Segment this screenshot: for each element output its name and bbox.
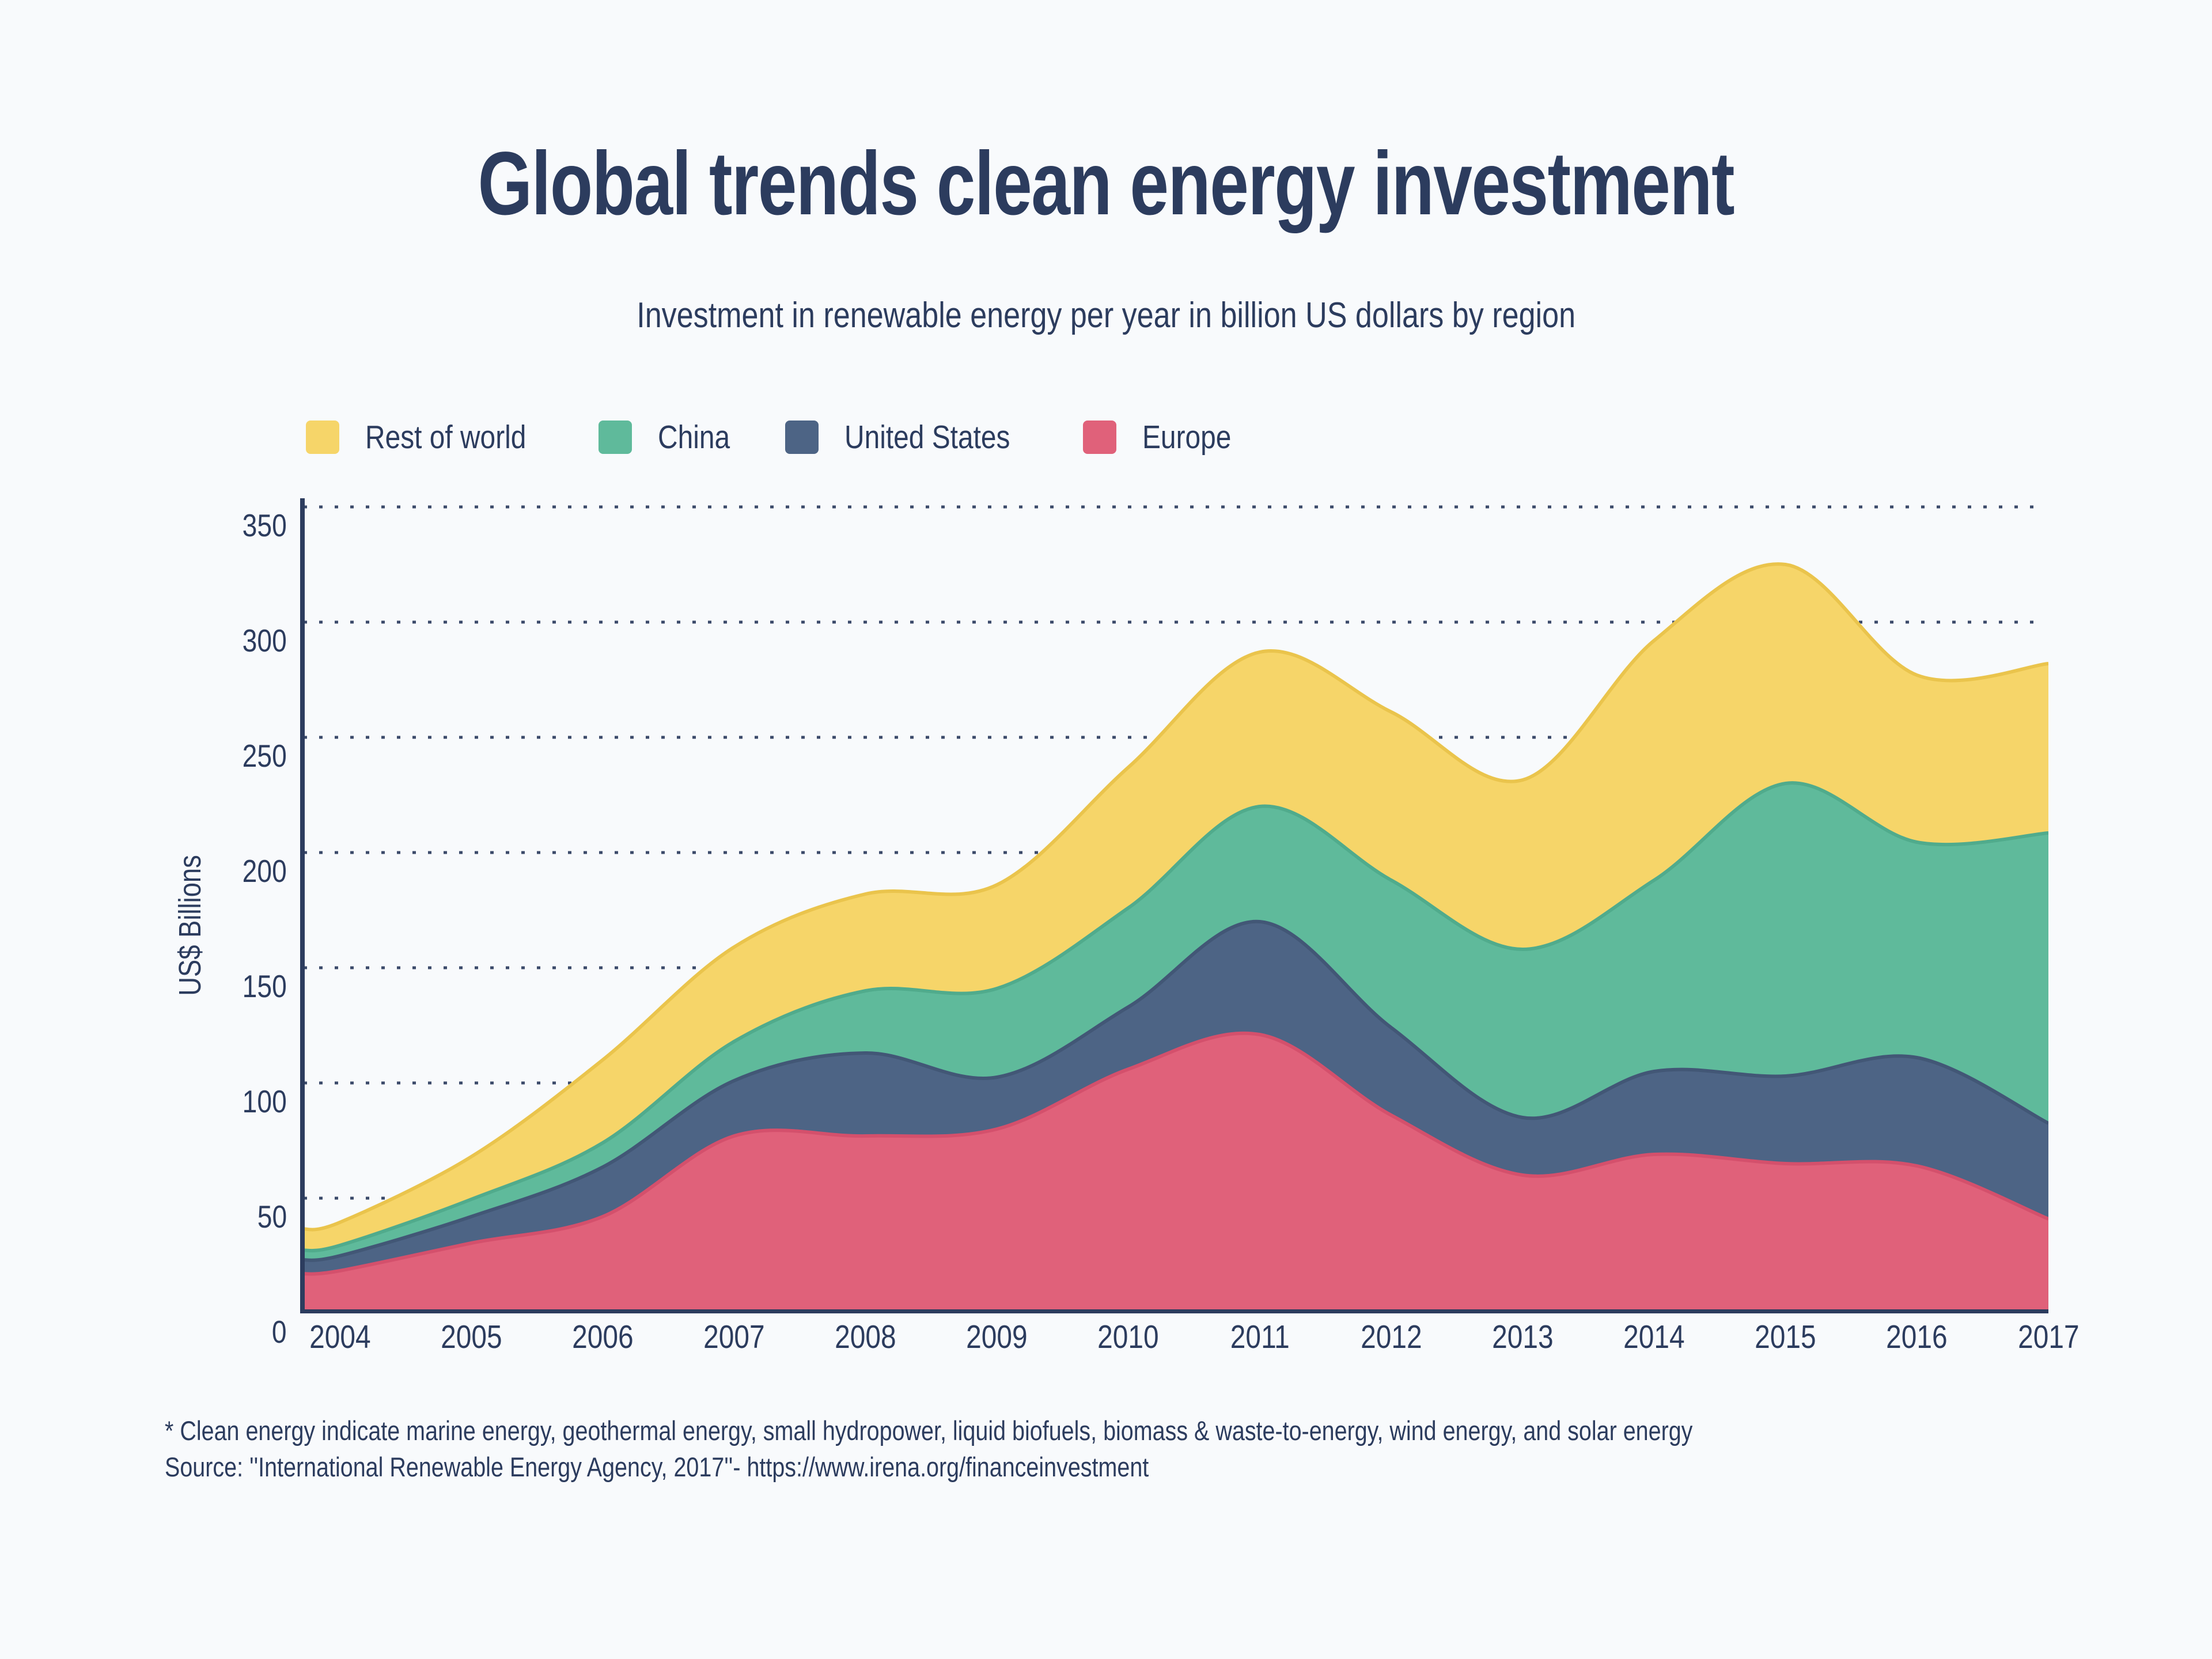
y-tick-150: 150 bbox=[242, 968, 287, 1004]
legend-label: United States bbox=[844, 419, 1010, 456]
legend-item-china: China bbox=[598, 419, 744, 456]
area-europe bbox=[300, 1033, 2048, 1313]
page-title: Global trends clean energy investment bbox=[478, 134, 1735, 234]
legend-swatch-icon bbox=[598, 421, 632, 454]
legend-label: Europe bbox=[1142, 419, 1232, 456]
legend-swatch-icon bbox=[306, 421, 339, 454]
x-tick-2010: 2010 bbox=[1097, 1319, 1160, 1355]
legend-label: Rest of world bbox=[365, 419, 527, 456]
x-tick-2017: 2017 bbox=[2017, 1319, 2080, 1355]
y-tick-0: 0 bbox=[272, 1314, 287, 1350]
y-tick-200: 200 bbox=[242, 853, 287, 889]
area-edge-europe bbox=[300, 1031, 2048, 1276]
y-tick-300: 300 bbox=[242, 623, 287, 658]
legend-item-united-states: United States bbox=[785, 421, 1041, 454]
subtitle-wrap: Investment in renewable energy per year … bbox=[0, 295, 2212, 336]
x-tick-2008: 2008 bbox=[835, 1319, 896, 1355]
legend-swatch-icon bbox=[785, 421, 819, 454]
footnote-line-2: Source: ''International Renewable Energy… bbox=[165, 1452, 1149, 1482]
y-axis-label-wrap: US$ Billions bbox=[172, 804, 208, 1046]
x-tick-2012: 2012 bbox=[1360, 1319, 1422, 1355]
page-subtitle: Investment in renewable energy per year … bbox=[637, 296, 1575, 335]
legend-item-europe: Europe bbox=[1082, 419, 1248, 456]
legend-label: China bbox=[657, 419, 730, 456]
x-tick-2004: 2004 bbox=[309, 1319, 371, 1355]
x-tick-2015: 2015 bbox=[1755, 1319, 1816, 1355]
x-tick-2007: 2007 bbox=[703, 1319, 765, 1355]
legend-swatch-icon bbox=[1082, 421, 1116, 454]
y-tick-100: 100 bbox=[242, 1084, 287, 1119]
y-axis-line bbox=[300, 498, 305, 1313]
x-tick-2011: 2011 bbox=[1230, 1319, 1290, 1355]
x-tick-2014: 2014 bbox=[1623, 1319, 1685, 1355]
x-tick-2006: 2006 bbox=[572, 1319, 634, 1355]
x-tick-2009: 2009 bbox=[966, 1319, 1028, 1355]
footnotes: * Clean energy indicate marine energy, g… bbox=[165, 1412, 1984, 1485]
y-tick-50: 50 bbox=[257, 1199, 287, 1234]
y-tick-250: 250 bbox=[242, 738, 287, 774]
area-edge-china bbox=[300, 781, 2048, 1253]
x-tick-2013: 2013 bbox=[1492, 1319, 1554, 1355]
area-edge-rest-of-world bbox=[300, 562, 2048, 1232]
x-axis-line bbox=[300, 1309, 2048, 1313]
x-tick-2016: 2016 bbox=[1886, 1319, 1948, 1355]
area-chart bbox=[300, 498, 2048, 1313]
y-tick-350: 350 bbox=[242, 507, 287, 543]
chart-legend: Rest of world China United States Europe bbox=[306, 421, 1290, 454]
area-edge-united-states bbox=[300, 919, 2048, 1262]
footnote-line-1: * Clean energy indicate marine energy, g… bbox=[165, 1415, 1693, 1446]
x-tick-2005: 2005 bbox=[440, 1319, 502, 1355]
title-wrap: Global trends clean energy investment bbox=[0, 132, 2212, 236]
legend-item-rest-of-world: Rest of world bbox=[306, 421, 557, 454]
